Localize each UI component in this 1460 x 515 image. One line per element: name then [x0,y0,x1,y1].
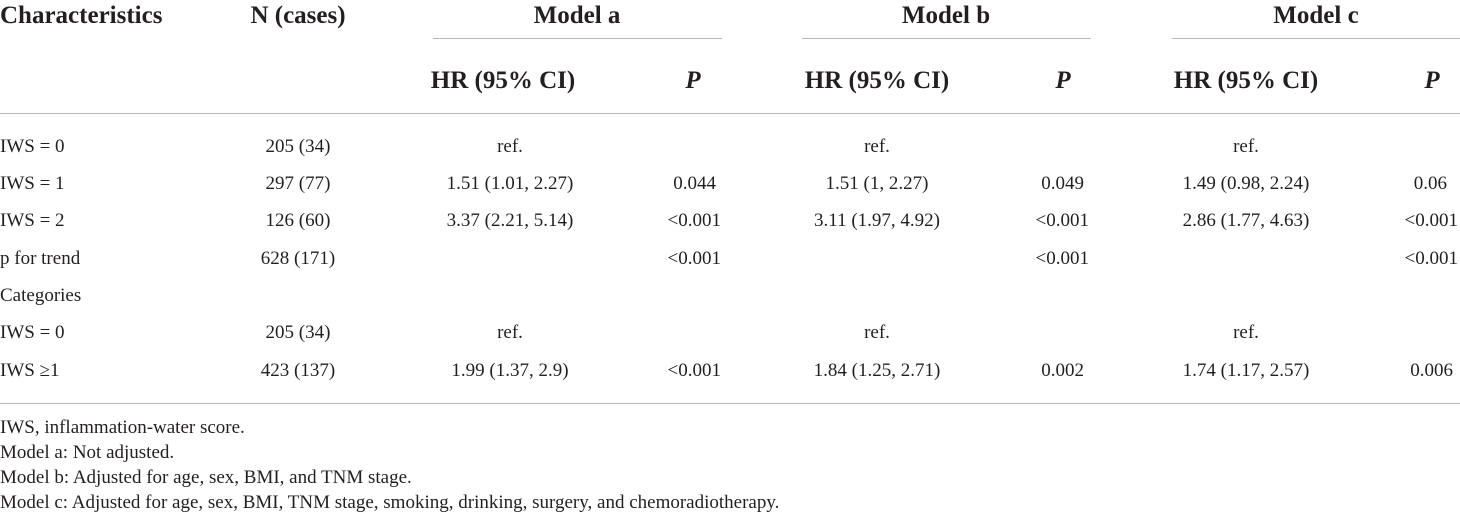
header-model-b: Model b [901,2,991,29]
header-model-a: Model a [533,2,621,29]
footnote-model-c: Model c: Adjusted for age, sex, BMI, TNM… [0,492,780,513]
table-bottom-rule [0,403,1460,404]
header-hr-model-b: HR (95% CI) [804,67,950,94]
row-model-c-p: <0.001 [1404,210,1458,231]
model-b-spanner-rule [802,38,1091,39]
row-model-a-p: 0.044 [673,173,716,194]
row-label: IWS = 0 [0,322,65,343]
row-model-c-hr: 1.49 (0.98, 2.24) [1182,173,1310,194]
row-model-c-hr: ref. [1233,322,1259,343]
row-model-a-hr: ref. [497,322,523,343]
footnote-abbreviation: IWS, inflammation-water score. [0,417,245,438]
header-p-model-b: P [1055,67,1071,94]
row-model-c-hr: ref. [1233,136,1259,157]
row-model-b-hr: ref. [864,136,890,157]
row-model-c-hr: 2.86 (1.77, 4.63) [1182,210,1310,231]
row-label: p for trend [0,248,81,269]
row-model-a-hr: ref. [497,136,523,157]
row-model-b-p: <0.001 [1035,210,1089,231]
row-model-a-hr: 3.37 (2.21, 5.14) [446,210,574,231]
row-model-b-hr: 1.51 (1, 2.27) [825,173,929,194]
row-model-a-p: <0.001 [667,210,721,231]
row-model-b-hr: 1.84 (1.25, 2.71) [813,360,941,381]
row-model-b-p: 0.049 [1041,173,1084,194]
row-model-c-hr: 1.74 (1.17, 2.57) [1182,360,1310,381]
row-model-c-p: 0.006 [1410,360,1453,381]
row-label: IWS = 1 [0,173,65,194]
row-label: IWS = 0 [0,136,65,157]
row-model-c-p: <0.001 [1404,248,1458,269]
row-model-a-hr: 1.51 (1.01, 2.27) [446,173,574,194]
model-a-spanner-rule [433,38,722,39]
row-model-b-p: <0.001 [1035,248,1089,269]
section-label-categories: Categories [0,285,82,306]
header-model-c: Model c [1273,2,1359,29]
footnote-model-b: Model b: Adjusted for age, sex, BMI, and… [0,467,412,488]
header-p-model-c: P [1424,67,1440,94]
header-p-model-a: P [685,67,701,94]
header-characteristics: Characteristics [0,2,163,29]
row-n-cases: 297 (77) [265,173,331,194]
header-bottom-rule [0,113,1460,114]
row-label: IWS = 2 [0,210,65,231]
row-model-b-hr: 3.11 (1.97, 4.92) [814,210,940,231]
row-model-c-p: 0.06 [1413,173,1447,194]
header-n-cases: N (cases) [250,2,346,29]
footnote-model-a: Model a: Not adjusted. [0,442,175,463]
row-model-b-hr: ref. [864,322,890,343]
row-label: IWS ≥1 [0,360,60,381]
row-model-b-p: 0.002 [1041,360,1084,381]
row-n-cases: 205 (34) [265,322,331,343]
header-hr-model-a: HR (95% CI) [430,67,576,94]
model-c-spanner-rule [1172,38,1460,39]
row-n-cases: 126 (60) [265,210,331,231]
row-model-a-p: <0.001 [667,360,721,381]
row-n-cases: 205 (34) [265,136,331,157]
row-n-cases: 628 (171) [260,248,336,269]
row-model-a-hr: 1.99 (1.37, 2.9) [451,360,569,381]
row-n-cases: 423 (137) [260,360,336,381]
row-model-a-p: <0.001 [667,248,721,269]
header-hr-model-c: HR (95% CI) [1173,67,1319,94]
